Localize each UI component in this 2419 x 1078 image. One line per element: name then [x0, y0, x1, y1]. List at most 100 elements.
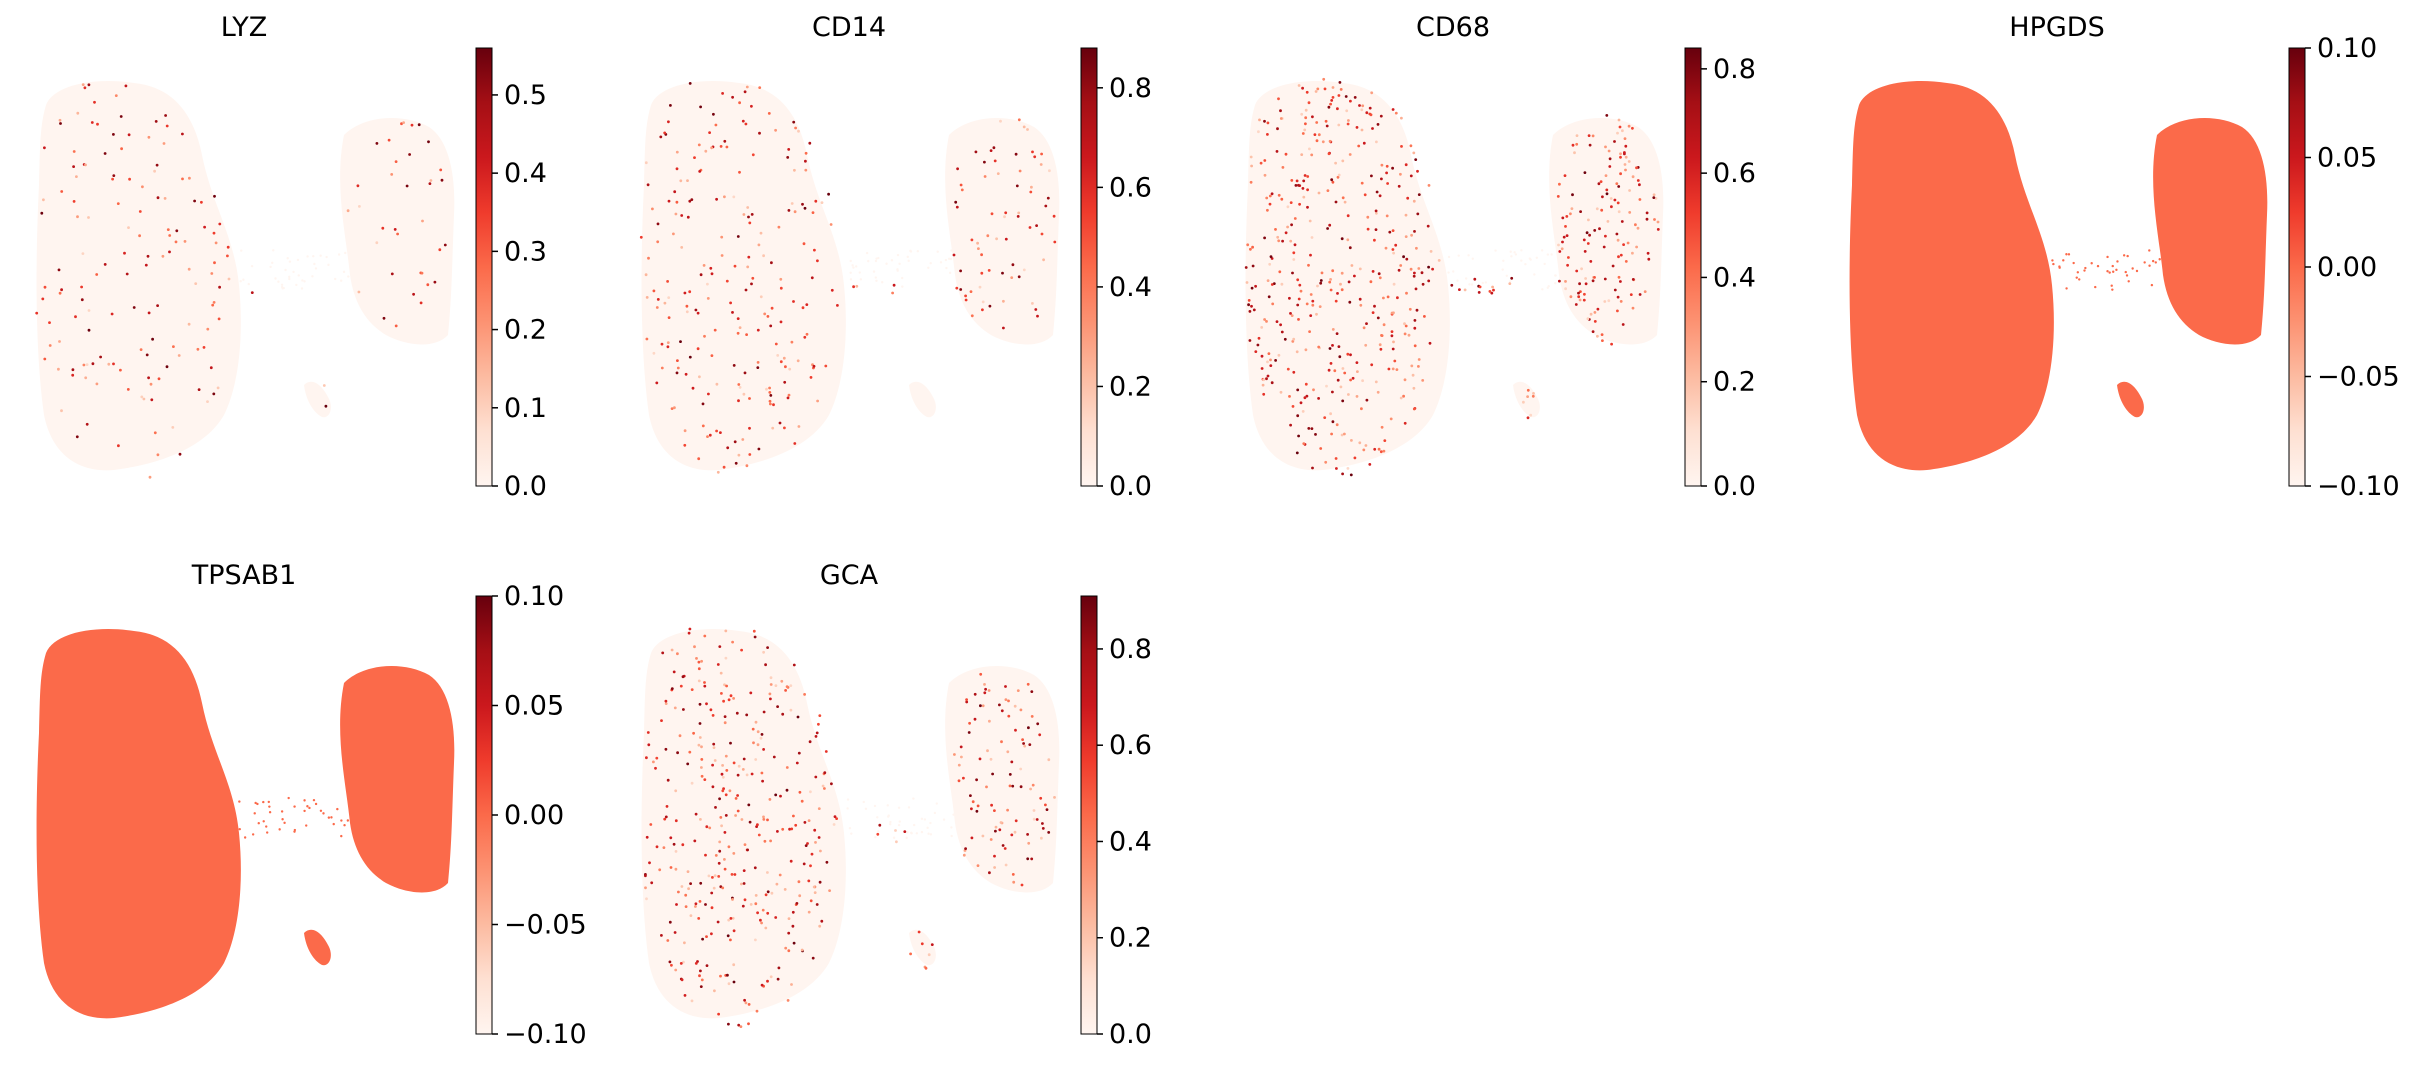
expressed-cell — [784, 365, 787, 369]
expressed-cell — [1329, 288, 1333, 292]
expressed-cell — [1365, 322, 1368, 325]
expressed-cell — [761, 908, 765, 912]
expressed-cell — [788, 367, 792, 371]
expressed-cell — [1030, 715, 1034, 718]
expressed-cell — [1622, 243, 1625, 247]
expressed-cell — [740, 882, 743, 886]
expressed-cell — [829, 223, 833, 226]
expressed-cell — [1615, 232, 1619, 236]
expressed-cell — [1564, 280, 1567, 283]
expressed-cell — [774, 342, 778, 346]
expressed-cell — [700, 766, 703, 769]
expressed-cell — [674, 850, 678, 853]
expressed-cell — [1028, 743, 1032, 746]
cluster-small — [909, 381, 936, 418]
expressed-cell — [664, 815, 668, 819]
expressed-cell — [743, 371, 747, 375]
expressed-cell — [390, 173, 394, 176]
expressed-cell — [1331, 420, 1335, 424]
colorbar-tick-label: 0.0 — [1109, 471, 1152, 502]
colorbar-tick-label: −0.05 — [2317, 362, 2400, 393]
expressed-cell — [356, 184, 360, 188]
expressed-cell — [1606, 220, 1610, 223]
expressed-cell — [1040, 152, 1043, 156]
expressed-cell — [807, 910, 811, 914]
expressed-cell — [1593, 320, 1597, 323]
expressed-cell — [1044, 803, 1047, 807]
expressed-cell — [732, 929, 736, 933]
expressed-cell — [1600, 333, 1604, 336]
expressed-cell — [670, 687, 674, 690]
expressed-cell — [42, 198, 45, 202]
expressed-cell — [652, 289, 656, 293]
expressed-cell — [1618, 125, 1622, 129]
expressed-cell — [1412, 151, 1416, 155]
expressed-cell — [737, 383, 741, 386]
scatter-point — [910, 832, 913, 835]
expressed-cell — [803, 693, 806, 696]
expressed-cell — [706, 435, 709, 438]
expressed-cell — [1340, 433, 1344, 437]
expressed-cell — [1288, 395, 1291, 398]
expressed-cell — [1577, 291, 1580, 295]
expressed-cell — [1368, 106, 1372, 110]
expressed-cell — [813, 891, 817, 894]
expressed-cell — [1260, 326, 1264, 329]
expressed-cell — [1413, 326, 1417, 330]
expressed-cell — [685, 310, 689, 314]
expressed-cell — [1302, 179, 1306, 183]
expressed-cell — [1578, 298, 1582, 302]
scatter-point — [2148, 249, 2151, 252]
expressed-cell — [1558, 182, 1561, 186]
expressed-cell — [1286, 225, 1289, 229]
expressed-cell — [1595, 207, 1599, 211]
expressed-cell — [1413, 271, 1416, 275]
expressed-cell — [1336, 107, 1339, 111]
expressed-cell — [1010, 276, 1014, 279]
expressed-cell — [695, 657, 698, 660]
expressed-cell — [743, 898, 747, 902]
expressed-cell — [998, 828, 1002, 832]
expressed-cell — [988, 871, 991, 875]
expressed-cell — [1508, 282, 1512, 285]
expressed-cell — [1030, 857, 1034, 861]
expressed-cell — [723, 715, 727, 718]
expressed-cell — [1299, 401, 1303, 405]
scatter-point — [1509, 250, 1512, 253]
expressed-cell — [969, 290, 973, 293]
scatter-point — [949, 257, 953, 261]
expressed-cell — [1325, 384, 1328, 388]
expressed-cell — [681, 843, 685, 847]
expressed-cell — [1340, 271, 1344, 275]
expressed-cell — [1392, 251, 1395, 255]
expressed-cell — [1654, 197, 1658, 200]
expressed-cell — [957, 763, 961, 767]
expressed-cell — [993, 854, 996, 858]
expressed-cell — [1586, 242, 1590, 245]
expressed-cell — [1007, 714, 1011, 718]
expressed-cell — [1328, 223, 1332, 227]
expressed-cell — [754, 902, 758, 906]
expressed-cell — [743, 90, 747, 94]
expressed-cell — [978, 285, 982, 289]
expressed-cell — [1656, 228, 1660, 231]
expressed-cell — [690, 781, 694, 785]
expressed-cell — [1390, 330, 1394, 333]
expressed-cell — [1617, 210, 1621, 214]
colorbar-tick-label: −0.05 — [504, 910, 587, 941]
expressed-cell — [699, 881, 703, 885]
umap-panel-lyz: LYZ 0.0 0.1 0.2 0.3 0.4 0.5 — [34, 0, 594, 530]
expressed-cell — [681, 675, 685, 679]
expressed-cell — [1311, 466, 1314, 470]
expressed-cell — [740, 818, 744, 821]
expressed-cell — [1340, 288, 1344, 292]
expressed-cell — [800, 948, 804, 952]
expressed-cell — [815, 731, 819, 735]
expressed-cell — [688, 750, 692, 754]
scatter-point — [2065, 287, 2068, 290]
expressed-cell — [1266, 374, 1270, 378]
expressed-cell — [756, 328, 760, 332]
expressed-cell — [666, 939, 670, 942]
expressed-cell — [1042, 258, 1045, 262]
scatter-point — [303, 280, 306, 283]
